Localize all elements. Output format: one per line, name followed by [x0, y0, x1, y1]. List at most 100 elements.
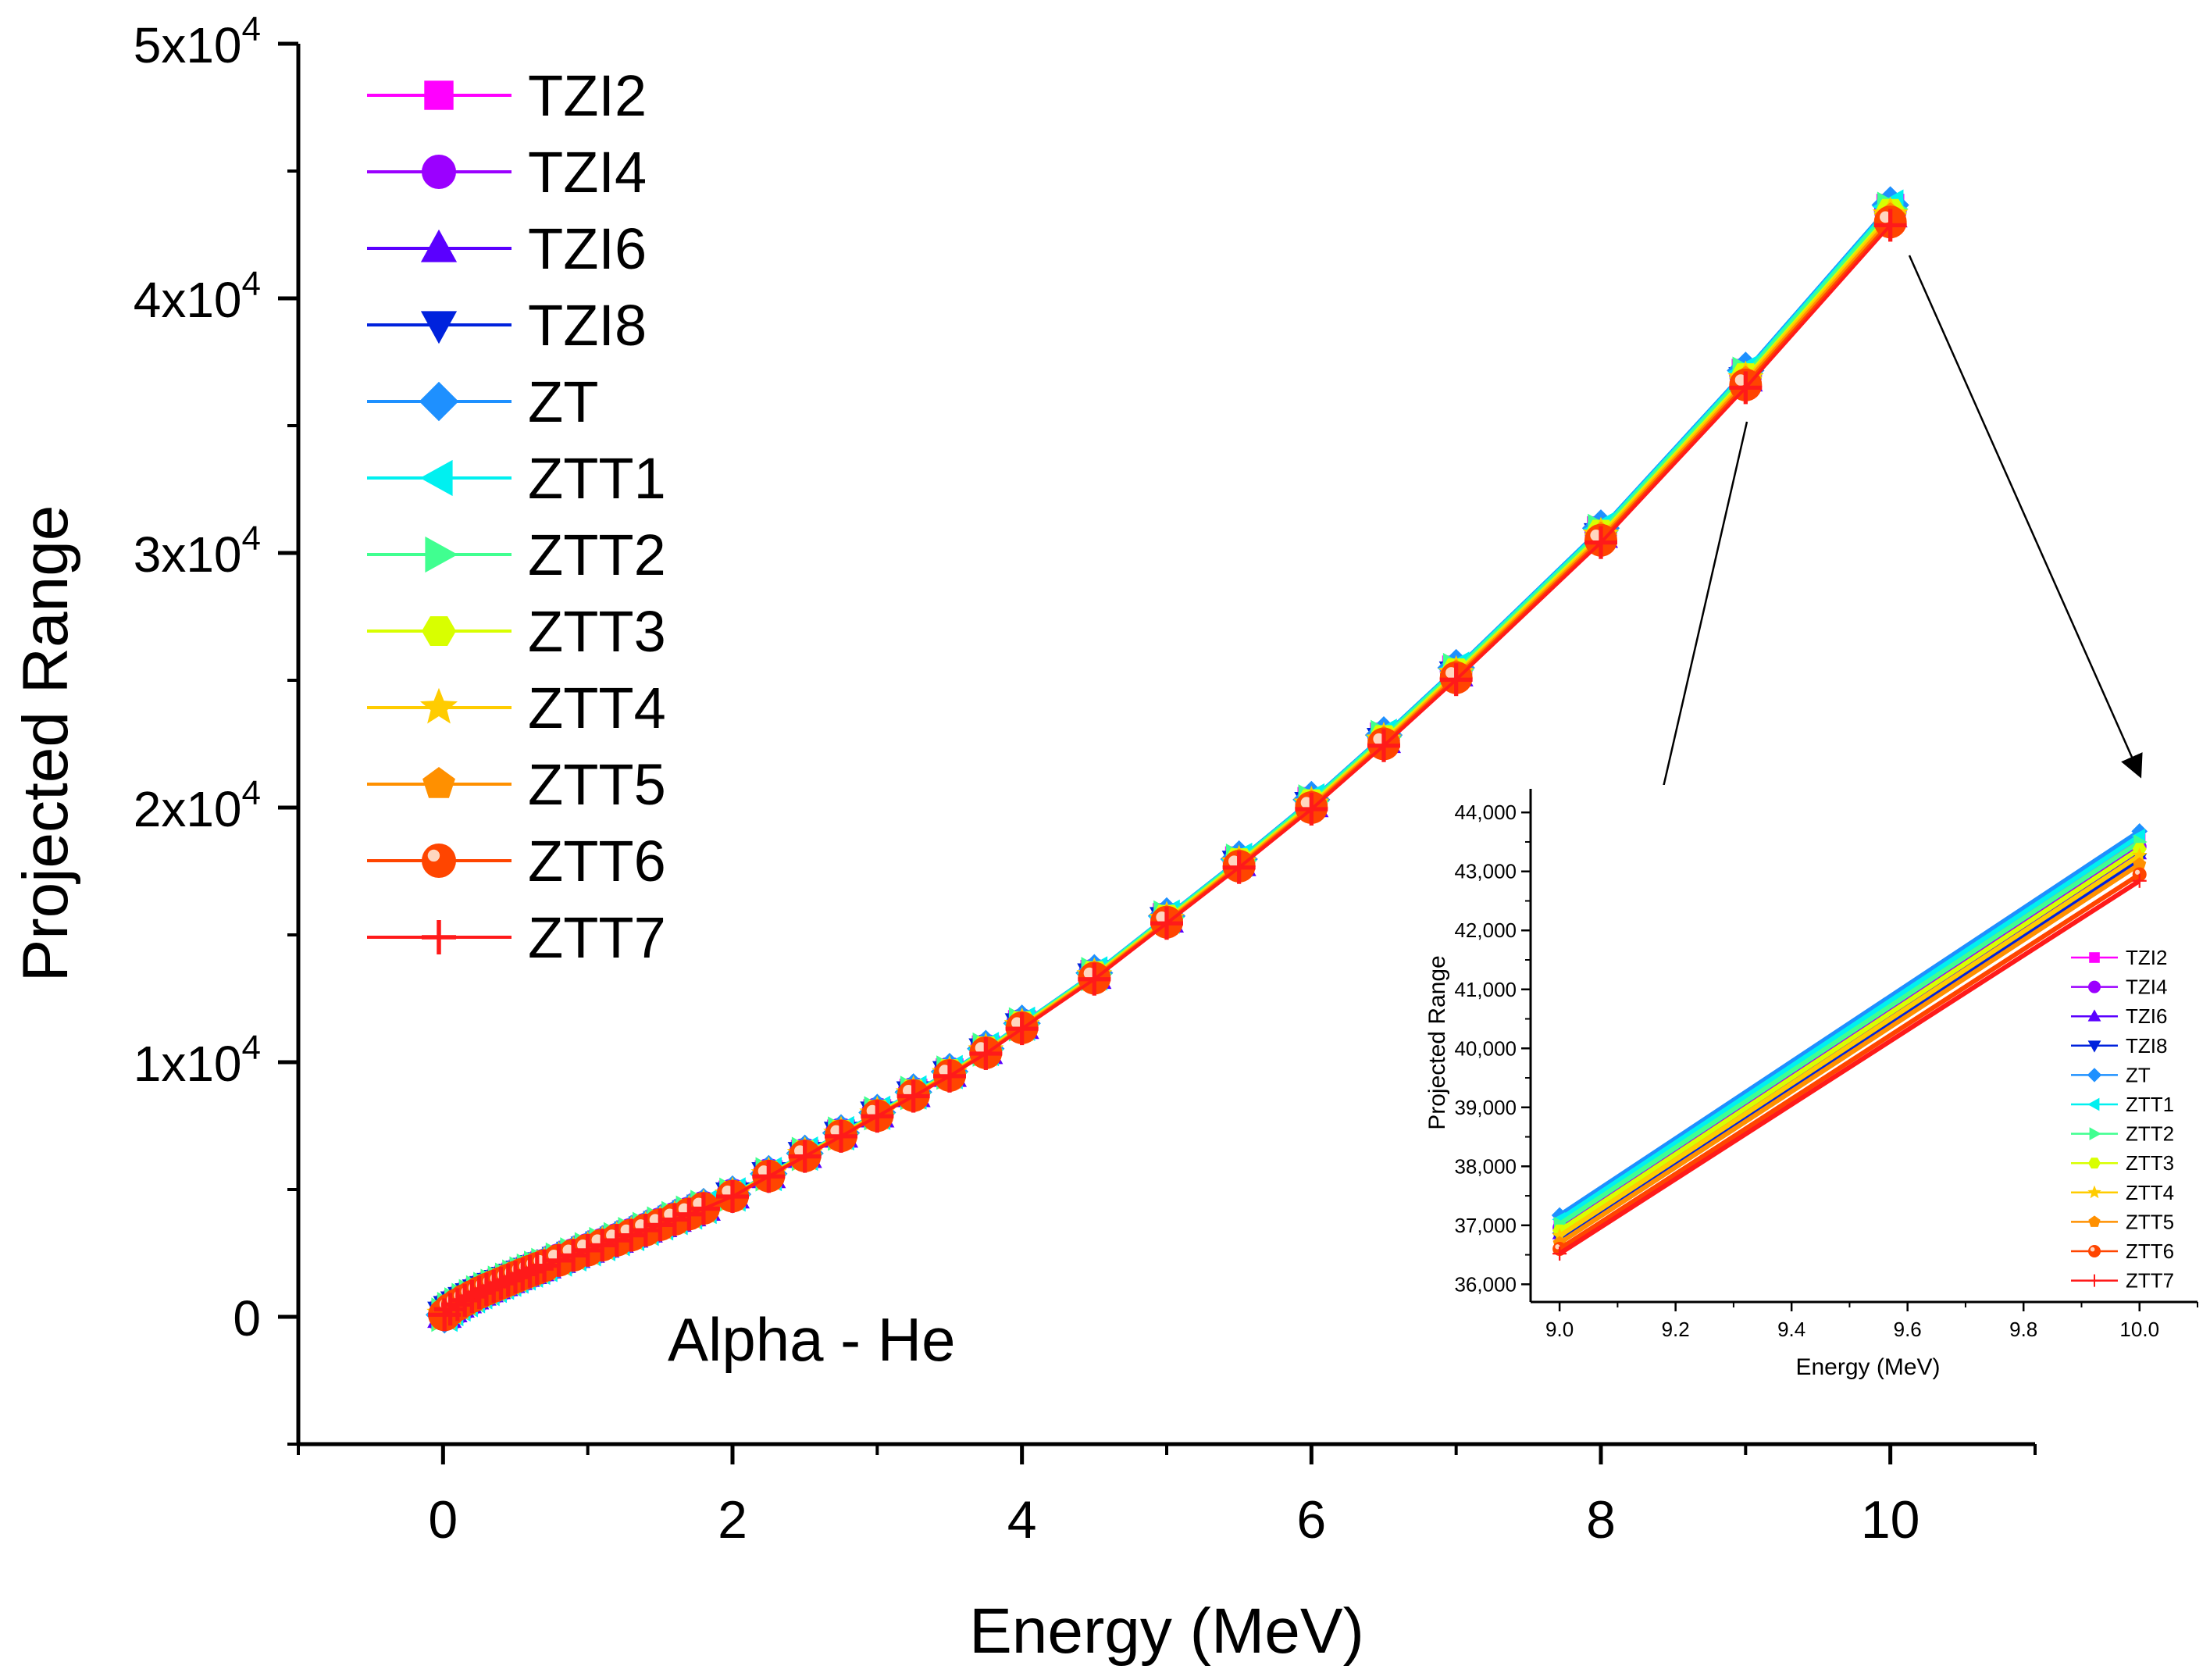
legend-label: ZTT7	[528, 905, 666, 970]
legend-item-ztt4: ZTT4	[367, 676, 666, 740]
inset-x-tick-label: 9.2	[1662, 1318, 1690, 1341]
data-point	[600, 1224, 633, 1257]
inset-legend-marker	[2088, 1245, 2101, 1257]
data-point	[477, 1269, 511, 1303]
inset-data-point	[2131, 847, 2148, 862]
legend-marker	[424, 80, 454, 110]
legend-item-tzi4: TZI4	[367, 140, 647, 205]
inset-y-tick-label: 36,000	[1454, 1272, 1517, 1296]
data-point	[615, 1218, 648, 1252]
inset-x-tick-label: 9.8	[2009, 1318, 2037, 1341]
legend-label: ZTT3	[528, 599, 666, 664]
inset-series-group	[1551, 823, 2148, 1261]
data-point	[542, 1243, 576, 1277]
inset-legend-marker	[2087, 1097, 2100, 1111]
inset-legend-label: TZI8	[2126, 1034, 2167, 1058]
data-point	[469, 1272, 503, 1306]
data-point	[658, 1203, 691, 1236]
data-point	[571, 1233, 604, 1267]
data-point	[557, 1239, 590, 1272]
legend-item-tzi6: TZI6	[367, 216, 647, 281]
inset-series-line	[1558, 879, 2141, 1256]
legend-item-ztt2: ZTT2	[367, 523, 666, 587]
main-y-tick-label: 3x104	[134, 519, 261, 583]
legend-label: ZTT4	[528, 676, 666, 740]
inset-y-tick-label: 39,000	[1454, 1096, 1517, 1119]
main-y-tick-label: 1x104	[134, 1029, 261, 1092]
legend-marker	[422, 615, 456, 647]
legend-marker	[419, 459, 453, 497]
inset-series-line	[1558, 862, 2141, 1245]
inset-legend-marker	[2089, 952, 2100, 963]
series-ztt7	[428, 209, 1907, 1332]
main-y-tick-label: 5x104	[134, 10, 261, 73]
legend-label: TZI2	[528, 63, 647, 128]
legend-item-tzi8: TZI8	[367, 293, 647, 358]
inset-y-ticks: 36,000 37,000 38,000 39,000 40,000 41,000 42,0…	[1454, 801, 1531, 1296]
legend-label: ZTT6	[528, 829, 666, 894]
legend-item-ztt1: ZTT1	[367, 446, 666, 511]
inset-legend-marker	[2087, 1040, 2101, 1053]
legend-label: TZI8	[528, 293, 647, 358]
data-point	[825, 1119, 857, 1153]
main-series-group	[426, 186, 1909, 1334]
data-point	[629, 1214, 662, 1247]
inset-legend-item-ztt5: ZTT5	[2071, 1210, 2174, 1233]
inset-legend-label: ZTT5	[2126, 1210, 2174, 1233]
data-point	[586, 1229, 619, 1262]
inset-legend-label: TZI6	[2126, 1004, 2167, 1028]
data-point	[1367, 729, 1400, 762]
inset-y-tick-label: 41,000	[1454, 978, 1517, 1001]
inset-series-line	[1558, 840, 2141, 1226]
legend-marker	[422, 844, 456, 878]
legend-label: ZT	[528, 369, 598, 434]
data-point	[455, 1279, 489, 1313]
inset-legend-label: ZTT7	[2126, 1269, 2174, 1293]
inset-legend-label: ZTT2	[2126, 1122, 2174, 1146]
inset-legend-label: ZTT6	[2126, 1239, 2174, 1263]
inset-legend-marker	[2087, 1068, 2102, 1083]
zoom-arrow-right	[1908, 255, 2143, 779]
inset-legend-label: TZI4	[2126, 976, 2167, 999]
inset-legend-item-ztt6: ZTT6	[2071, 1239, 2174, 1263]
inset-legend-marker	[2087, 1009, 2101, 1022]
inset-series-line	[1558, 847, 2141, 1233]
legend-label: ZTT2	[528, 523, 666, 587]
inset-x-tick-label: 9.0	[1545, 1318, 1574, 1341]
inset-data-point	[1552, 1247, 1567, 1261]
data-point	[896, 1079, 930, 1113]
inset-series-ztt4	[1552, 847, 2148, 1243]
main-x-tick-label: 10	[1861, 1490, 1920, 1550]
legend-label: ZTT5	[528, 752, 666, 817]
inset-legend-label: ZTT4	[2126, 1181, 2174, 1204]
data-point	[462, 1276, 496, 1310]
legend-label: ZTT1	[528, 446, 666, 511]
data-point	[440, 1288, 474, 1322]
data-point	[499, 1261, 532, 1294]
data-point	[686, 1192, 720, 1225]
data-point	[520, 1252, 554, 1286]
legend-marker	[419, 381, 459, 422]
inset-data-point	[2132, 873, 2147, 888]
legend-item-ztt3: ZTT3	[367, 599, 666, 664]
data-point	[861, 1100, 894, 1133]
inset-legend-marker	[2088, 1157, 2101, 1169]
inset-legend-marker	[2087, 1185, 2101, 1199]
data-point	[1150, 907, 1183, 940]
main-y-tick-label: 2x104	[134, 774, 261, 837]
main-x-tick-label: 4	[1007, 1490, 1037, 1550]
inset-legend-marker	[2088, 980, 2101, 993]
data-point	[969, 1036, 1003, 1070]
legend-item-ztt7: ZTT7	[367, 905, 666, 970]
inset-y-tick-label: 38,000	[1454, 1154, 1517, 1178]
legend-item-ztt6: ZTT6	[367, 829, 666, 894]
inset-series-line	[1558, 872, 2141, 1251]
inset-y-tick-label: 44,000	[1454, 801, 1517, 824]
data-point	[1439, 663, 1473, 697]
inset-legend-item-tzi8: TZI8	[2071, 1034, 2167, 1058]
main-y-ticks: 0 1x104 2x104 3x104 4x104 5x104	[134, 10, 298, 1446]
inset-legend-item-tzi2: TZI2	[2071, 946, 2167, 969]
inset-legend-item-zt: ZT	[2071, 1063, 2151, 1086]
